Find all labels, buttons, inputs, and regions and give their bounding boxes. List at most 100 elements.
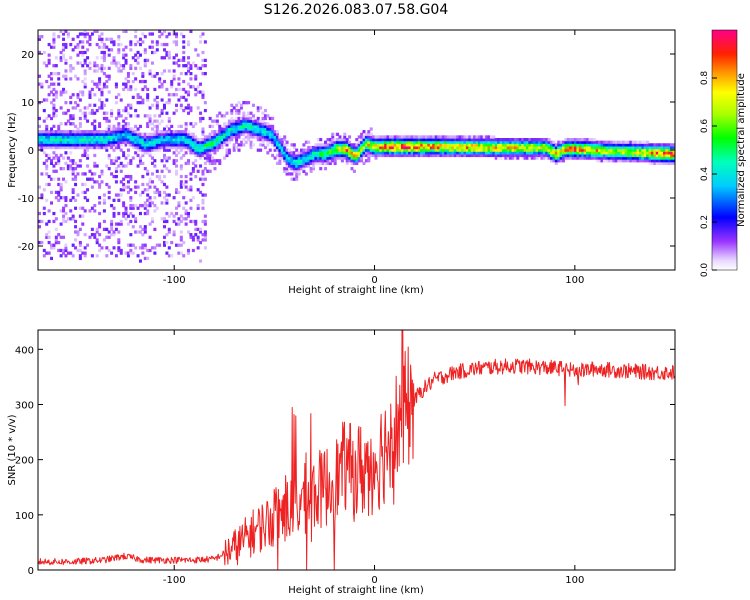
- spectrogram-cell: [95, 227, 99, 231]
- spectrogram-cell: [340, 148, 344, 152]
- spectrogram-cell: [177, 135, 181, 139]
- spectrogram-cell: [203, 222, 207, 226]
- spectrogram-cell: [256, 119, 260, 123]
- spectrogram-cell: [98, 233, 102, 237]
- spectrogram-cell: [90, 233, 94, 237]
- spectrogram-cell: [155, 143, 159, 147]
- spectrogram-cell: [290, 156, 294, 160]
- spectrogram-cell: [571, 151, 575, 155]
- spectrogram-cell: [412, 140, 416, 144]
- spectrogram-cell: [163, 148, 166, 152]
- spectrogram-cell: [66, 145, 70, 150]
- spectrogram-cell: [218, 138, 222, 142]
- spectrogram-cell: [492, 153, 496, 158]
- spectrogram-cell: [74, 130, 78, 134]
- spectrogram-cell: [163, 145, 166, 150]
- spectrogram-cell: [213, 135, 217, 139]
- spectrogram-cell: [167, 254, 171, 258]
- spectrogram-cell: [626, 151, 630, 155]
- spectrogram-cell: [624, 159, 628, 163]
- spectrogram-cell: [124, 217, 128, 221]
- spectrogram-cell: [302, 156, 306, 160]
- spectrogram-cell: [148, 138, 152, 142]
- spectrogram-cell: [588, 156, 592, 160]
- spectrogram-cell: [102, 238, 106, 242]
- spectrogram-cell: [129, 143, 133, 147]
- spectrogram-cell: [112, 230, 116, 234]
- spectrogram-cell: [574, 148, 578, 152]
- spectrogram-cell: [172, 130, 176, 134]
- spectrogram-cell: [328, 151, 332, 155]
- spectrogram-cell: [187, 61, 191, 65]
- spectrogram-cell: [612, 153, 616, 158]
- spectrogram-cell: [463, 153, 467, 158]
- spectrogram-cell: [550, 153, 553, 158]
- spectrogram-cell: [283, 167, 287, 171]
- spectrogram-cell: [114, 85, 118, 89]
- spectrogram-cell: [331, 138, 335, 142]
- spectrogram-cell: [403, 145, 407, 150]
- spectrogram-cell: [172, 56, 176, 60]
- spectrogram-cell: [179, 103, 183, 107]
- spectrogram-cell: [119, 98, 123, 102]
- spectrogram-cell: [167, 143, 171, 147]
- spectrogram-cell: [648, 153, 652, 158]
- spectrogram-cell: [665, 145, 669, 150]
- spectrogram-cell: [287, 151, 291, 155]
- spectrogram-cell: [98, 243, 102, 247]
- spectrogram-cell: [235, 127, 239, 131]
- spectrogram-cell: [641, 140, 645, 144]
- spectrogram-cell: [271, 132, 275, 136]
- spectrogram-cell: [83, 58, 87, 63]
- spectrogram-cell: [468, 153, 472, 158]
- spectrogram-cell: [100, 140, 104, 144]
- spectrogram-cell: [155, 243, 159, 247]
- spectrogram-cell: [47, 130, 51, 134]
- spectrogram-cell: [105, 79, 109, 84]
- spectrogram-cell: [74, 45, 78, 49]
- spectrogram-cell: [542, 151, 546, 155]
- spectrogram-cell: [105, 246, 109, 250]
- spectrogram-cell: [83, 182, 87, 187]
- spectrogram-cell: [494, 148, 498, 152]
- spectrogram-cell: [540, 138, 544, 142]
- spectrogram-cell: [350, 151, 354, 155]
- spectrogram-cell: [461, 145, 465, 150]
- spectrogram-cell: [278, 153, 282, 158]
- spectrogram-cell: [52, 169, 56, 173]
- spectrogram-cell: [545, 153, 549, 158]
- spectrogram-cell: [153, 246, 157, 250]
- spectrogram-cell: [533, 143, 537, 147]
- spectrogram-cell: [129, 132, 133, 136]
- spectrogram-cell: [386, 148, 390, 152]
- spectrogram-cell: [124, 122, 128, 126]
- spectrogram-cell: [251, 103, 255, 107]
- spectrogram-cell: [81, 251, 85, 255]
- spectrogram-cell: [191, 145, 195, 150]
- spectrogram-cell: [610, 156, 614, 160]
- spectrogram-cell: [239, 103, 243, 107]
- spectrogram-cell: [93, 69, 97, 73]
- spectrogram-cell: [569, 153, 573, 158]
- spectrogram-cell: [458, 145, 462, 150]
- spectrogram-cell: [667, 143, 671, 147]
- spectrogram-cell: [381, 151, 385, 155]
- spectrogram-cell: [449, 140, 453, 144]
- spectrogram-cell: [191, 135, 195, 139]
- spectrogram-cell: [69, 42, 73, 47]
- spectrogram-cell: [194, 138, 198, 142]
- spectrogram-cell: [429, 138, 433, 142]
- spectrogram-cell: [90, 79, 94, 84]
- spectrogram-cell: [468, 148, 472, 152]
- spectrogram-cell: [612, 148, 616, 152]
- spectrogram-cell: [482, 140, 486, 144]
- spectrogram-cell: [95, 180, 99, 184]
- spectrogram-cell: [247, 101, 251, 105]
- spectrogram-cell: [208, 169, 212, 173]
- spectrogram-cell: [38, 225, 41, 229]
- spectrogram-cell: [105, 74, 109, 78]
- spectrogram-cell: [179, 156, 183, 160]
- spectrogram-cell: [595, 153, 599, 158]
- spectrogram-cell: [102, 45, 106, 49]
- spectrogram-cell: [110, 219, 114, 224]
